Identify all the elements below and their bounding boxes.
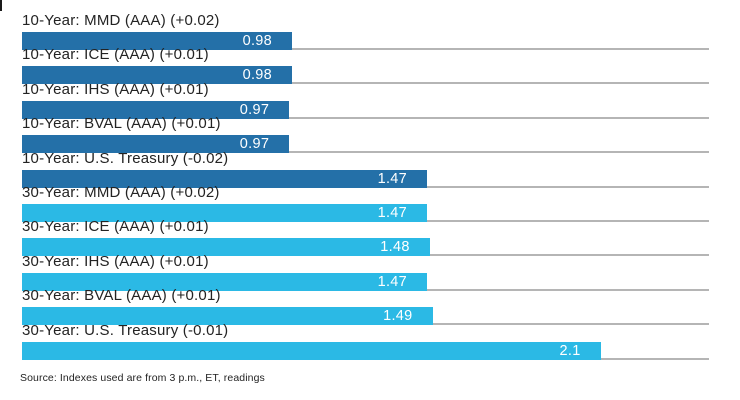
bar-track: 1.47: [22, 169, 709, 188]
bar-category-label: 30-Year: MMD (AAA) (+0.02): [22, 183, 220, 201]
bar: 0.98: [22, 66, 292, 85]
bar-track: 1.48: [22, 238, 709, 257]
bar-category-label: 10-Year: ICE (AAA) (+0.01): [22, 46, 209, 64]
corner-tick: [0, 0, 2, 11]
bar-row: 10-Year: U.S. Treasury (-0.02) 1.47: [22, 149, 709, 188]
source-note: Source: Indexes used are from 3 p.m., ET…: [20, 372, 265, 384]
bar-category-label: 30-Year: U.S. Treasury (-0.01): [22, 321, 229, 339]
bar-track: 1.47: [22, 203, 709, 222]
bar-track: 2.1: [22, 341, 709, 360]
bar-track: 0.98: [22, 32, 709, 50]
bar-row: 30-Year: ICE (AAA) (+0.01) 1.48: [22, 218, 709, 257]
bar-row: 10-Year: MMD (AAA) (+0.02) 0.98: [22, 12, 709, 50]
bar-category-label: 30-Year: IHS (AAA) (+0.01): [22, 252, 209, 270]
bar-track: 1.49: [22, 307, 709, 326]
bar-track: 0.97: [22, 135, 709, 154]
bar-category-label: 10-Year: U.S. Treasury (-0.02): [22, 149, 229, 167]
bar-value-label: 0.97: [239, 101, 270, 118]
bar-track: 0.98: [22, 66, 709, 85]
bar-row: 30-Year: IHS (AAA) (+0.01) 1.47: [22, 252, 709, 291]
bar-row: 10-Year: ICE (AAA) (+0.01) 0.98: [22, 46, 709, 85]
bar-row: 30-Year: MMD (AAA) (+0.02) 1.47: [22, 183, 709, 222]
bar-category-label: 10-Year: IHS (AAA) (+0.01): [22, 80, 209, 98]
bar: 0.98: [22, 32, 292, 50]
bar: 0.97: [22, 100, 290, 119]
bar-value-label: 1.48: [380, 239, 410, 256]
bar-value-label: 0.97: [239, 136, 270, 153]
bar: 0.97: [22, 135, 290, 154]
bar-value-label: 1.47: [377, 204, 407, 221]
bar-value-label: 1.47: [377, 170, 407, 187]
bar: 1.47: [22, 203, 427, 222]
bar-row: 10-Year: BVAL (AAA) (+0.01) 0.97: [22, 115, 709, 154]
bar-track: 0.97: [22, 100, 709, 119]
bar-value-label: 1.49: [383, 308, 413, 325]
bar: 2.1: [22, 341, 601, 360]
bar-track: 1.47: [22, 272, 709, 291]
bar-category-label: 30-Year: BVAL (AAA) (+0.01): [22, 287, 221, 305]
bar-category-label: 30-Year: ICE (AAA) (+0.01): [22, 218, 209, 236]
bar-rows: 10-Year: MMD (AAA) (+0.02) 0.98 10-Year:…: [22, 12, 709, 360]
bar-row: 30-Year: BVAL (AAA) (+0.01) 1.49: [22, 287, 709, 326]
bar-value-label: 2.1: [559, 342, 581, 359]
bar-value-label: 0.98: [242, 67, 272, 84]
bar-value-label: 1.47: [377, 273, 407, 290]
bar: 1.47: [22, 169, 427, 188]
bar: 1.48: [22, 238, 430, 257]
bar-category-label: 10-Year: BVAL (AAA) (+0.01): [22, 115, 221, 133]
bar-value-label: 0.98: [242, 33, 272, 49]
bar: 1.49: [22, 307, 433, 326]
bar-category-label: 10-Year: MMD (AAA) (+0.02): [22, 12, 220, 29]
bar-row: 30-Year: U.S. Treasury (-0.01) 2.1: [22, 321, 709, 360]
bar: 1.47: [22, 272, 427, 291]
bar-row: 10-Year: IHS (AAA) (+0.01) 0.97: [22, 80, 709, 119]
